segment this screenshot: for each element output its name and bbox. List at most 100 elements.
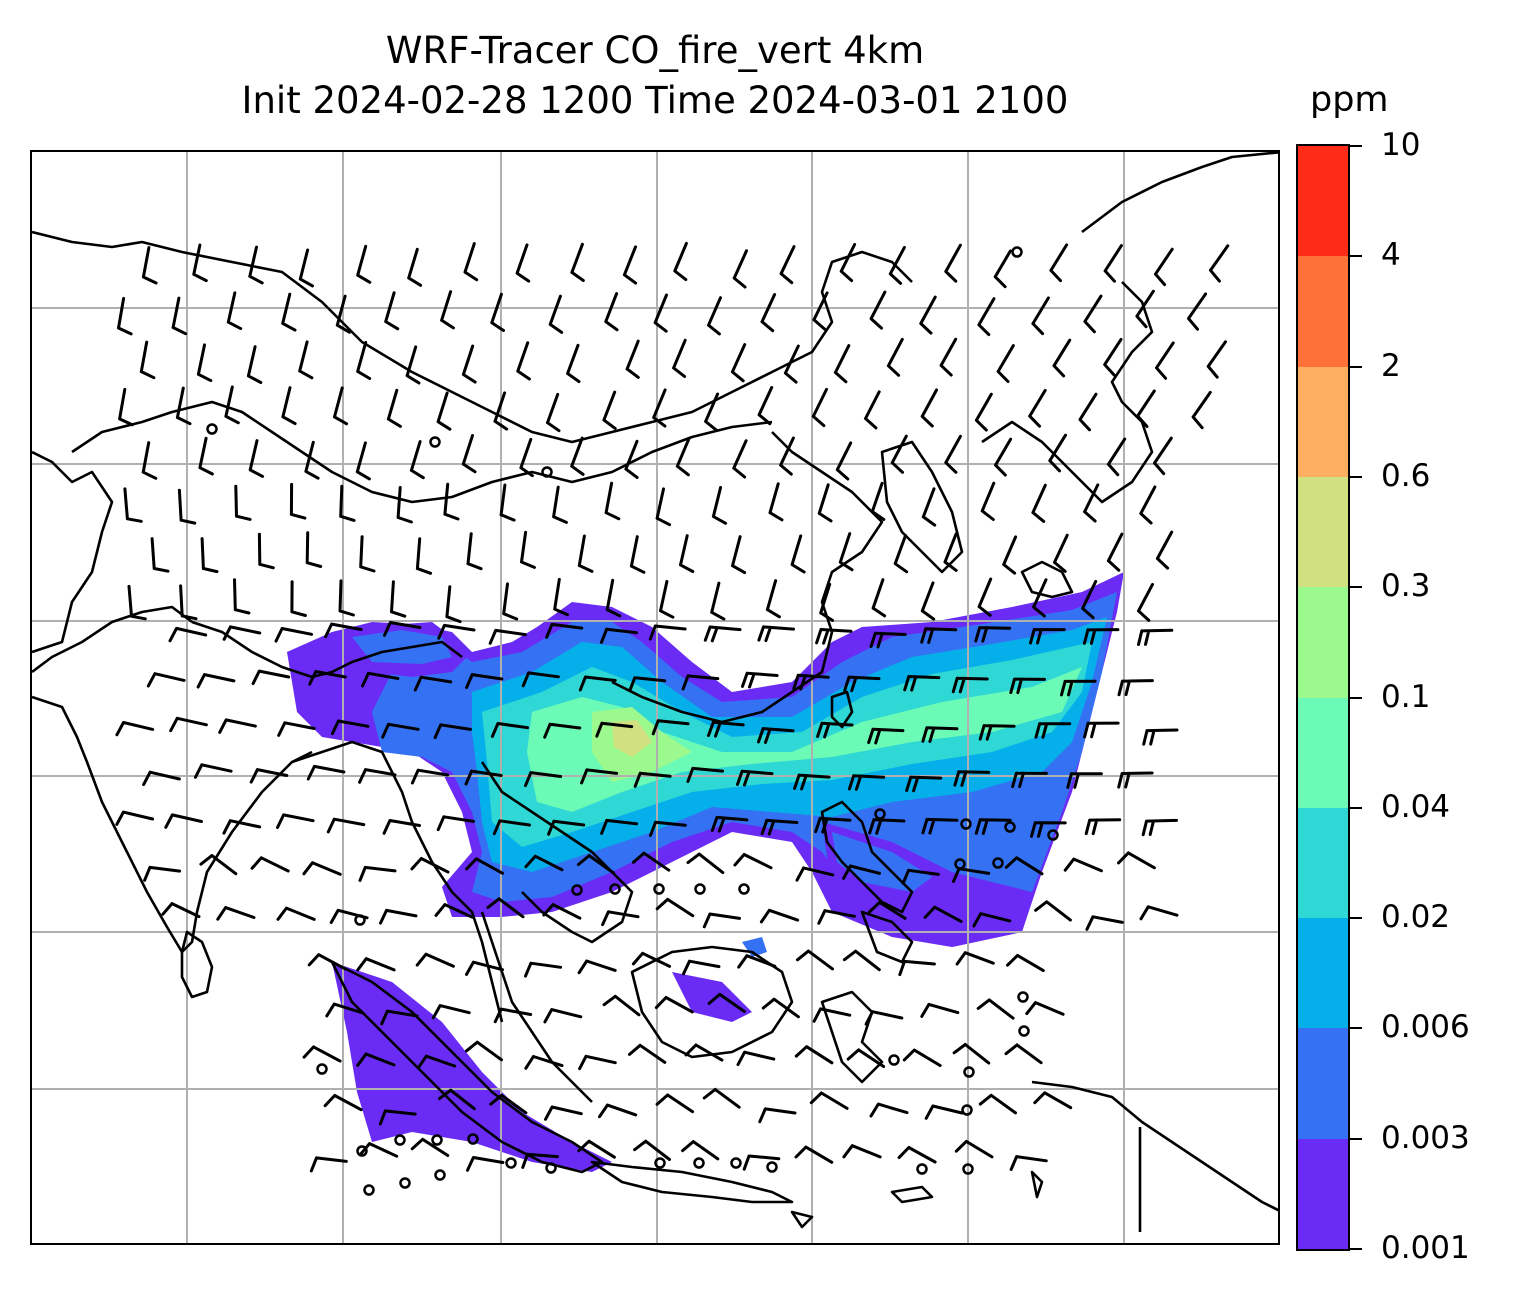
wind-barb bbox=[838, 532, 854, 572]
wind-barb bbox=[758, 1107, 797, 1124]
wind-barb bbox=[196, 673, 236, 689]
wind-barb bbox=[445, 585, 462, 624]
wind-barb bbox=[519, 437, 534, 478]
wind-barb bbox=[761, 997, 800, 1019]
wind-barb bbox=[846, 1048, 886, 1068]
wind-barb bbox=[864, 390, 881, 430]
colorbar-tick-label: 2 bbox=[1381, 347, 1401, 384]
map-panel bbox=[30, 150, 1280, 1245]
wind-barb bbox=[1117, 679, 1154, 697]
wind-barb bbox=[760, 818, 799, 836]
colorbar-segment bbox=[1298, 1027, 1348, 1139]
wind-barb bbox=[356, 957, 396, 972]
wind-barb bbox=[817, 909, 856, 925]
tracer-contour-03 bbox=[612, 720, 652, 757]
wind-barb bbox=[790, 534, 806, 574]
wind-barb bbox=[1139, 485, 1157, 525]
wind-barb bbox=[672, 338, 687, 378]
calm-wind-circle bbox=[609, 883, 621, 895]
wind-barb bbox=[757, 625, 795, 643]
wind-barb bbox=[326, 817, 366, 834]
wind-barb bbox=[681, 1140, 720, 1161]
wind-barb bbox=[1191, 390, 1212, 430]
wind-barb bbox=[902, 1048, 942, 1067]
colorbar-tick-label: 4 bbox=[1381, 237, 1401, 274]
wind-barb bbox=[686, 852, 725, 875]
wind-barb bbox=[1009, 1155, 1048, 1171]
wind-barb bbox=[954, 1139, 994, 1159]
wind-barb bbox=[951, 867, 991, 883]
wind-barb bbox=[888, 245, 906, 285]
wind-barb bbox=[577, 959, 617, 975]
wind-barb bbox=[944, 434, 962, 474]
calm-wind-circle bbox=[1011, 246, 1023, 258]
wind-barb bbox=[996, 344, 1015, 383]
wind-barb bbox=[655, 1093, 695, 1114]
wind-barb bbox=[631, 851, 671, 872]
wind-barb bbox=[1004, 1043, 1043, 1065]
wind-barb bbox=[869, 631, 907, 649]
wind-barb bbox=[817, 483, 833, 523]
calm-wind-circle bbox=[431, 1134, 443, 1146]
wind-barb bbox=[358, 768, 397, 784]
wind-barb bbox=[356, 341, 372, 380]
wind-barb bbox=[736, 769, 774, 787]
wind-barb bbox=[919, 295, 937, 335]
wind-barb bbox=[595, 721, 634, 738]
colorbar-tick bbox=[1350, 696, 1362, 699]
wind-barb bbox=[602, 390, 617, 430]
wind-barb bbox=[809, 1091, 849, 1110]
wind-barb bbox=[250, 856, 290, 873]
wind-barb bbox=[1137, 628, 1174, 646]
wind-barb bbox=[438, 1088, 476, 1111]
wind-barb bbox=[994, 437, 1013, 477]
wind-barb bbox=[1206, 340, 1227, 379]
colorbar-tick-label: 0.003 bbox=[1381, 1119, 1470, 1156]
wind-barb bbox=[436, 815, 475, 832]
wind-barb bbox=[222, 819, 262, 835]
wind-barb bbox=[835, 441, 853, 481]
wind-barb bbox=[1209, 244, 1230, 283]
colorbar-tick-label: 0.006 bbox=[1381, 1009, 1470, 1046]
colorbar-tick-label: 10 bbox=[1381, 127, 1421, 163]
calm-wind-circle bbox=[1018, 1025, 1030, 1037]
wind-barb bbox=[277, 721, 316, 737]
wind-barb bbox=[867, 727, 905, 745]
wind-barb bbox=[682, 959, 721, 976]
wind-barb bbox=[624, 439, 639, 479]
colorbar-tick bbox=[1350, 1027, 1362, 1030]
calm-wind-circle bbox=[654, 1157, 666, 1169]
wind-barb bbox=[356, 1052, 396, 1067]
colorbar-tick bbox=[1350, 255, 1362, 258]
colorbar-tick bbox=[1350, 806, 1362, 809]
colorbar-tick bbox=[1350, 917, 1362, 920]
wind-barb bbox=[141, 246, 158, 285]
wind-barb bbox=[335, 294, 351, 334]
wind-barb bbox=[976, 998, 1015, 1020]
wind-barb bbox=[1154, 247, 1174, 287]
calm-wind-circle bbox=[963, 1066, 975, 1078]
wind-barb bbox=[768, 482, 784, 522]
wind-barb bbox=[600, 818, 638, 835]
wind-barb bbox=[248, 245, 264, 285]
wind-barb bbox=[521, 1152, 559, 1169]
wind-barb bbox=[175, 386, 192, 426]
wind-barb bbox=[730, 343, 747, 383]
colorbar-tick bbox=[1350, 475, 1362, 478]
calm-wind-circle bbox=[363, 1184, 375, 1196]
wind-barb bbox=[628, 676, 667, 693]
wind-barb bbox=[652, 388, 667, 428]
wind-barb bbox=[115, 810, 155, 826]
colorbar-segment bbox=[1298, 807, 1348, 919]
wind-barb bbox=[502, 582, 519, 621]
wind-barb bbox=[760, 293, 777, 333]
wind-barb bbox=[289, 482, 307, 520]
colorbar-tick bbox=[1350, 586, 1362, 589]
wind-barb bbox=[1136, 389, 1156, 428]
wind-barb bbox=[794, 1045, 834, 1065]
wind-barb bbox=[461, 344, 477, 384]
wind-barb bbox=[980, 481, 996, 521]
wind-barb bbox=[524, 961, 563, 978]
wind-barb bbox=[200, 537, 219, 574]
wind-barb bbox=[139, 340, 156, 380]
